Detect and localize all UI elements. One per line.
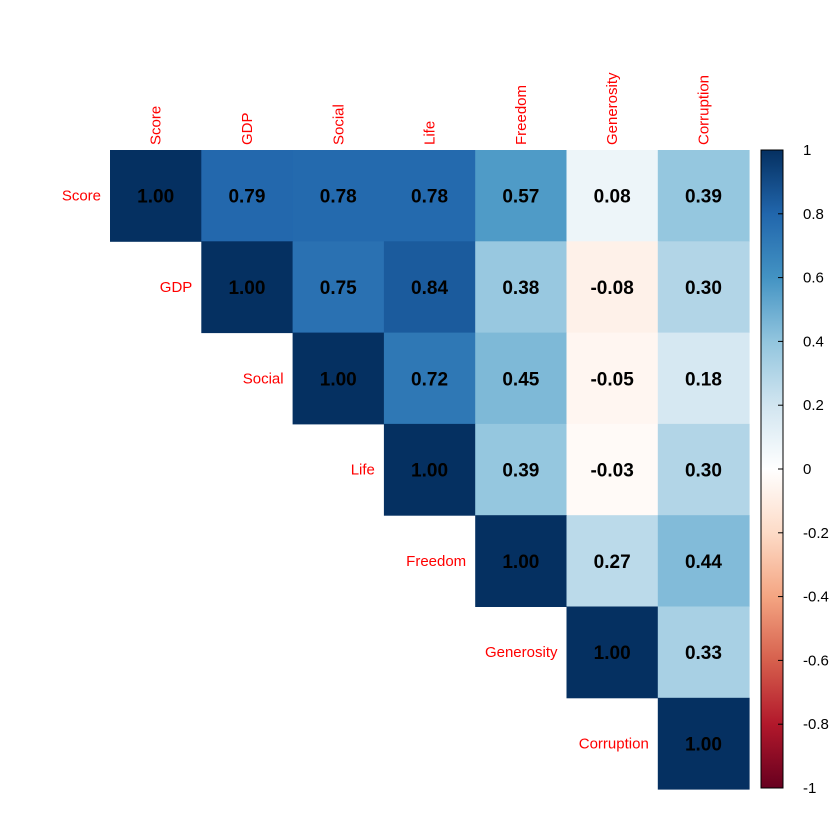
cell-value-generosity-generosity: 1.00	[594, 643, 631, 664]
heatmap-cell-social-corruption	[657, 332, 750, 425]
row-label-score: Score	[62, 188, 101, 205]
cell-value-life-life: 1.00	[411, 461, 448, 482]
legend-tick-label: 0.4	[803, 333, 824, 350]
heatmap-cell-score-freedom	[475, 150, 567, 242]
legend-tick-label: -1	[803, 780, 816, 797]
column-label-score: Score	[148, 106, 165, 145]
cell-value-score-corruption: 0.39	[685, 187, 722, 208]
cell-value-social-generosity: -0.05	[590, 369, 634, 390]
heatmap-cell-social-generosity	[566, 332, 659, 425]
cell-value-social-life: 0.72	[411, 369, 448, 390]
cell-value-life-generosity: -0.03	[590, 461, 633, 482]
legend-tick-label: -0.4	[803, 589, 829, 606]
heatmap-cell-freedom-freedom	[475, 515, 567, 607]
heatmap-cell-gdp-life	[383, 241, 476, 334]
heatmap-cell-social-social	[292, 332, 385, 425]
column-label-life: Life	[422, 121, 439, 145]
cell-value-score-life: 0.78	[411, 187, 448, 208]
cell-value-social-corruption: 0.18	[685, 369, 722, 390]
legend-tick-label: 0.2	[803, 397, 824, 414]
row-label-social: Social	[243, 370, 284, 387]
row-label-corruption: Corruption	[579, 735, 649, 752]
row-label-life: Life	[351, 462, 375, 479]
heatmap-cell-social-life	[383, 332, 476, 425]
heatmap-cell-gdp-social	[292, 241, 385, 334]
heatmap-cell-gdp-corruption	[657, 241, 750, 334]
cell-value-freedom-corruption: 0.44	[685, 552, 722, 573]
legend-tick-label: 0	[803, 461, 811, 478]
heatmap-cell-score-gdp	[201, 150, 294, 242]
cell-value-score-gdp: 0.79	[228, 187, 265, 208]
row-label-gdp: GDP	[160, 279, 193, 296]
heatmap-cell-corruption-corruption	[657, 697, 750, 790]
heatmap-cell-life-generosity	[566, 423, 659, 516]
row-label-generosity: Generosity	[485, 644, 558, 661]
legend-tick-label: -0.2	[803, 525, 829, 542]
column-label-generosity: Generosity	[604, 72, 621, 145]
cell-value-generosity-corruption: 0.33	[685, 643, 722, 664]
color-legend-ticks: 1 0.8 0.6 0.4 0.2 0 -0.2 -0.4 -0.6 -0.8 -1	[778, 142, 829, 797]
column-label-freedom: Freedom	[513, 85, 530, 145]
heatmap-cell-freedom-generosity	[566, 515, 659, 607]
cell-value-score-score: 1.00	[137, 187, 174, 208]
cell-value-score-social: 0.78	[320, 187, 357, 208]
heatmap-cells: 1.00 0.79 0.78 0.78 0.57 0.08 0.39 1.00 0.75 0.84…	[110, 150, 750, 790]
heatmap-cell-score-corruption	[657, 150, 750, 242]
heatmap-cell-score-generosity	[566, 150, 659, 242]
cell-value-corruption-corruption: 1.00	[685, 734, 722, 755]
heatmap-cell-social-freedom	[475, 332, 567, 425]
heatmap-cell-life-life	[383, 423, 476, 516]
row-label-freedom: Freedom	[406, 553, 466, 570]
cell-value-score-freedom: 0.57	[502, 187, 539, 208]
cell-value-freedom-freedom: 1.00	[502, 552, 539, 573]
cell-value-life-corruption: 0.30	[685, 461, 722, 482]
cell-value-life-freedom: 0.39	[502, 461, 539, 482]
heatmap-cell-gdp-freedom	[475, 241, 567, 334]
column-labels: Score GDP Social Life Freedom Generosity Corru…	[148, 72, 713, 145]
legend-tick-label: 0.8	[803, 206, 824, 223]
column-label-gdp: GDP	[239, 112, 256, 145]
cell-value-gdp-freedom: 0.38	[502, 278, 539, 299]
cell-value-score-generosity: 0.08	[594, 187, 631, 208]
heatmap-cell-life-corruption	[657, 423, 750, 516]
column-label-corruption: Corruption	[695, 75, 712, 145]
heatmap-cell-gdp-gdp	[201, 241, 294, 334]
heatmap-cell-gdp-generosity	[566, 241, 659, 334]
cell-value-social-freedom: 0.45	[502, 369, 539, 390]
cell-value-gdp-gdp: 1.00	[228, 278, 265, 299]
cell-value-gdp-life: 0.84	[411, 278, 448, 299]
row-labels: Score GDP Social Life Freedom Generosity Corru…	[62, 188, 649, 753]
heatmap-cell-freedom-corruption	[657, 515, 750, 607]
cell-value-freedom-generosity: 0.27	[594, 552, 631, 573]
heatmap-cell-score-social	[292, 150, 385, 242]
heatmap-cell-generosity-corruption	[657, 606, 750, 699]
heatmap-cell-life-freedom	[475, 423, 567, 516]
cell-value-gdp-social: 0.75	[320, 278, 357, 299]
color-legend: 1 0.8 0.6 0.4 0.2 0 -0.2 -0.4 -0.6 -0.8 -1	[760, 142, 829, 797]
heatmap-cell-score-score	[110, 150, 202, 242]
cell-value-gdp-corruption: 0.30	[685, 278, 722, 299]
legend-tick-label: -0.8	[803, 716, 829, 733]
heatmap-cell-generosity-generosity	[566, 606, 659, 699]
column-label-social: Social	[330, 104, 347, 145]
legend-tick-label: -0.6	[803, 652, 829, 669]
cell-value-social-social: 1.00	[320, 369, 357, 390]
legend-tick-label: 0.6	[803, 270, 824, 287]
legend-tick-label: 1	[803, 142, 811, 159]
cell-value-gdp-generosity: -0.08	[590, 278, 633, 299]
heatmap-cell-score-life	[383, 150, 476, 242]
